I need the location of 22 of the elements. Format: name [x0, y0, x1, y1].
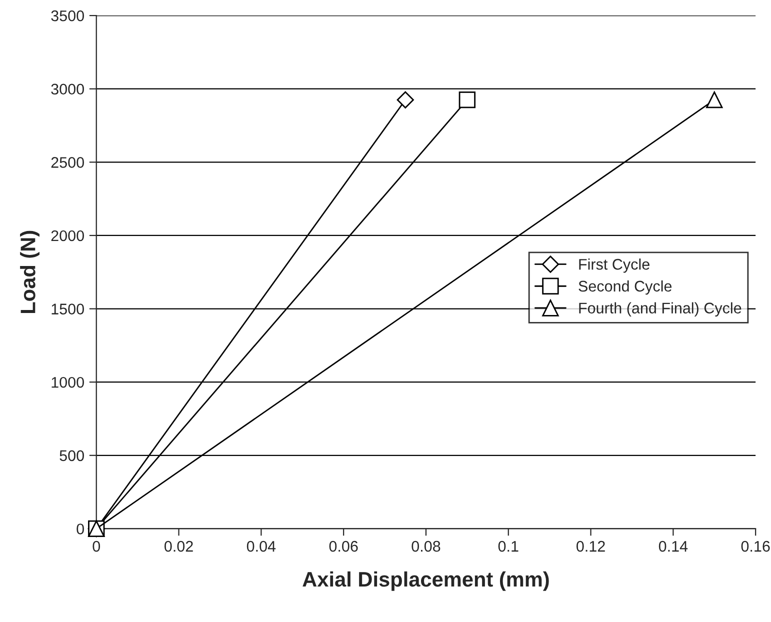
x-tick-label: 0.04	[246, 540, 276, 552]
x-tick-label: 0.1	[498, 540, 518, 552]
x-tick-label: 0	[92, 540, 100, 552]
y-tick-label: 1000	[52, 376, 84, 388]
x-axis-title: Axial Displacement (mm)	[302, 571, 549, 591]
legend-label: First Cycle	[579, 258, 650, 273]
y-tick-label: 2500	[51, 157, 84, 168]
y-axis-title: Load (N)	[20, 230, 40, 313]
x-tick-label: 0.12	[576, 540, 605, 552]
y-tick-label: 500	[60, 450, 84, 462]
y-tick-label: 0	[76, 524, 84, 534]
x-tick-label: 0.02	[164, 540, 193, 552]
legend-label: Second Cycle	[578, 280, 672, 295]
x-tick-label: 0.08	[412, 540, 440, 552]
x-tick-label: 0.14	[658, 540, 688, 552]
legend-label: Fourth (and Final) Cycle	[579, 302, 742, 317]
y-tick-label: 3500	[51, 10, 84, 22]
x-tick-label: 0.06	[329, 540, 358, 552]
y-tick-label: 3000	[51, 84, 84, 95]
x-tick-label: 0.16	[741, 540, 770, 552]
y-tick-label: 2000	[51, 230, 84, 242]
y-tick-label: 1500	[52, 304, 84, 314]
